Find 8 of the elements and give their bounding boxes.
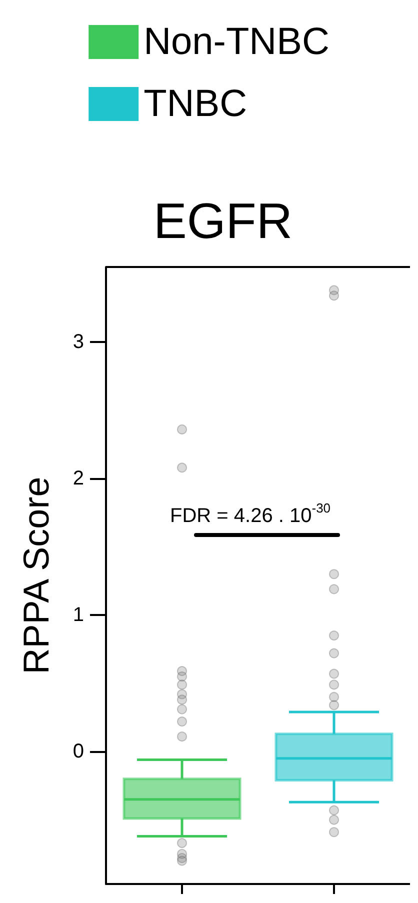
y-tick-label: 2 <box>72 468 84 490</box>
legend-label: Non-TNBC <box>144 21 330 63</box>
y-axis-title: RPPA Score <box>16 476 56 674</box>
y-tick-label: 1 <box>72 604 84 626</box>
y-tick-label: 0 <box>72 740 84 763</box>
y-tick-label: 3 <box>72 331 84 354</box>
chart-title: EGFR <box>154 193 292 249</box>
legend-label: TNBC <box>144 83 248 125</box>
